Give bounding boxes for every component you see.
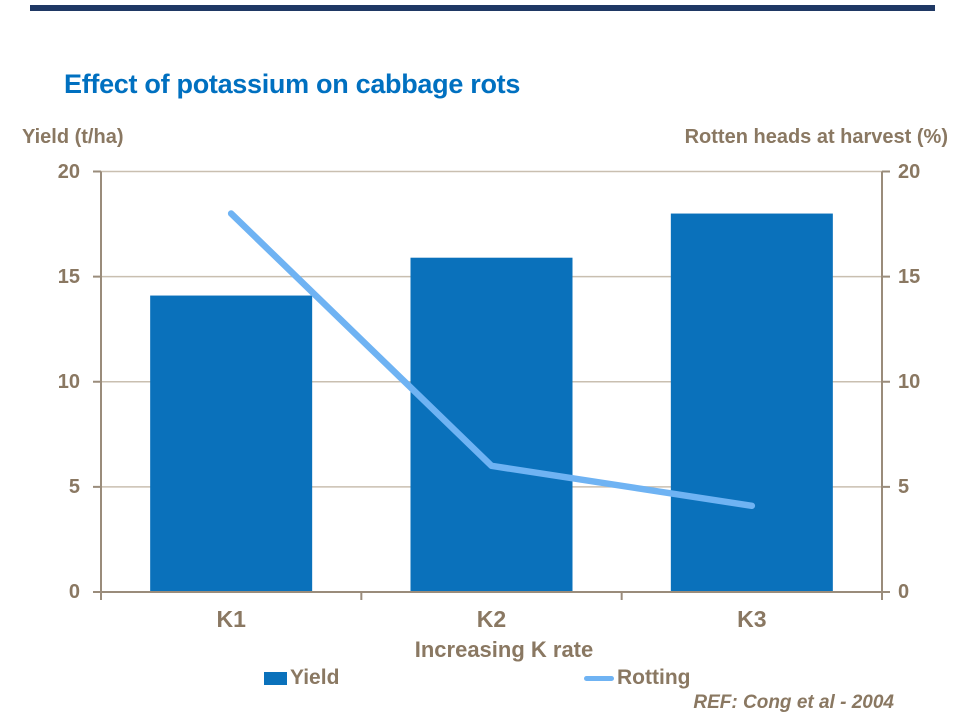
legend-line-swatch-icon bbox=[584, 675, 614, 681]
legend-bar-swatch-icon bbox=[264, 671, 287, 685]
yield-bar bbox=[150, 295, 313, 592]
yield-bar bbox=[410, 257, 573, 592]
left-axis-title: Yield (t/ha) bbox=[22, 126, 124, 148]
rotting-line bbox=[227, 210, 756, 510]
y-axis-tick-label-right: 0 bbox=[898, 581, 910, 603]
y-axis-tick-label-left: 5 bbox=[68, 475, 80, 498]
y-axis-tick-label-left: 15 bbox=[57, 265, 80, 288]
right-axis-title: Rotten heads at harvest (%) bbox=[684, 126, 948, 148]
x-axis-category-label: K2 bbox=[476, 606, 507, 632]
y-axis-tick-label-right: 5 bbox=[898, 475, 910, 498]
y-axis-tick-label-left: 10 bbox=[57, 370, 80, 393]
x-axis-title: Increasing K rate bbox=[414, 637, 594, 662]
y-axis-tick-label-right: 10 bbox=[898, 370, 921, 393]
y-axis-tick-label-right: 20 bbox=[898, 160, 921, 183]
legend-label: Rotting bbox=[617, 666, 691, 689]
legend-label: Yield bbox=[290, 666, 340, 689]
yield-bar bbox=[670, 213, 833, 593]
x-axis-category-label: K3 bbox=[737, 606, 767, 632]
y-axis-tick-label-left: 20 bbox=[57, 160, 80, 183]
top-accent-bar bbox=[30, 5, 935, 11]
x-axis-category-label: K1 bbox=[216, 606, 246, 632]
legend-item-rotting: Rotting bbox=[584, 665, 690, 691]
reference-text: REF: Cong et al - 2004 bbox=[693, 692, 894, 713]
legend-item-yield: Yield bbox=[264, 665, 339, 691]
y-axis-tick-label-left: 0 bbox=[68, 581, 80, 603]
y-axis-tick-label-right: 15 bbox=[898, 265, 921, 288]
chart-title: Effect of potassium on cabbage rots bbox=[64, 69, 521, 99]
